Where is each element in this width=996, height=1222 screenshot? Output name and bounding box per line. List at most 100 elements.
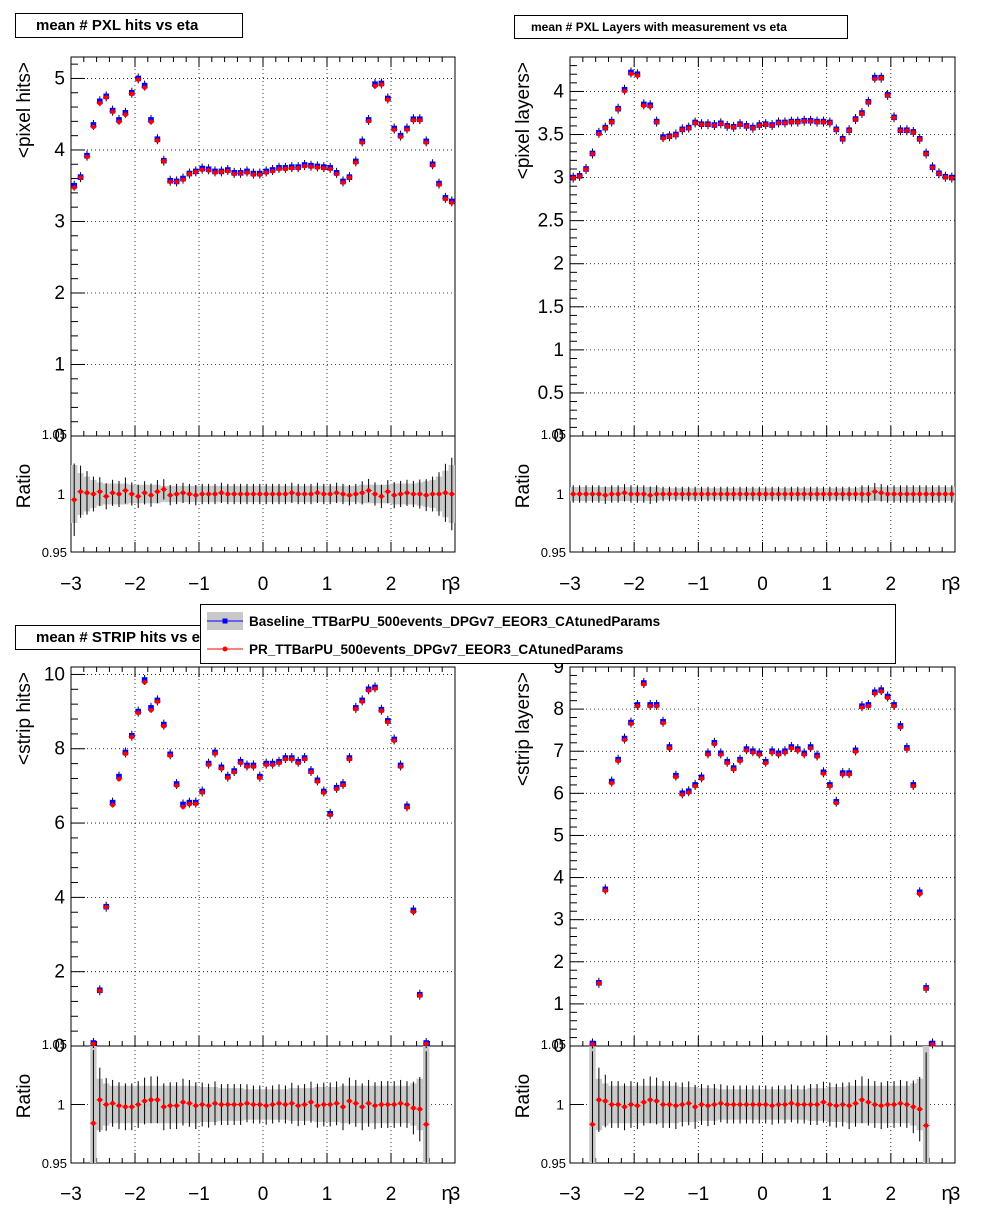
plot3-ratio-point bbox=[244, 1101, 250, 1106]
plot4-pr-point bbox=[898, 724, 903, 730]
plot4-main-frame bbox=[569, 666, 956, 1047]
plot4-ratio-point bbox=[596, 1097, 602, 1103]
plot2-pr-point bbox=[808, 118, 813, 124]
plot3-xtick-label: 0 bbox=[258, 1184, 269, 1205]
plot2-ratio-point bbox=[891, 491, 897, 497]
plot2-xtick-label: 1 bbox=[821, 574, 832, 595]
plot2-pr-point bbox=[789, 119, 794, 125]
plot4-xtick-label: 0 bbox=[757, 1184, 768, 1205]
plot2-pr-point bbox=[724, 124, 730, 129]
plot2-pr-point bbox=[718, 121, 724, 127]
plot2-ratio-point bbox=[679, 491, 685, 497]
plot4-pr-point bbox=[891, 703, 897, 709]
plot3-ratio-point bbox=[199, 1102, 205, 1107]
title-pxl-hits: mean # PXL hits vs eta bbox=[15, 13, 243, 38]
plot4-pr-point bbox=[647, 703, 653, 709]
plot2-ratio-point bbox=[866, 491, 871, 497]
plot2-pr-point bbox=[763, 122, 769, 127]
plot2-ratio-point bbox=[570, 491, 576, 497]
plot1-pr-point bbox=[398, 134, 403, 140]
plot4-ratio-point bbox=[827, 1102, 833, 1107]
plot1-ratio-point bbox=[366, 488, 371, 493]
plot2-ytick-label: 0.5 bbox=[538, 383, 564, 404]
plot3-ratio-point bbox=[411, 1105, 416, 1111]
plot2-ratio-point bbox=[602, 492, 608, 498]
plot1-pr-point bbox=[110, 109, 115, 115]
plot4-ratio-point bbox=[808, 1102, 813, 1107]
plot3-pr-point bbox=[385, 719, 391, 725]
plot4-ratio-point bbox=[769, 1103, 775, 1108]
plot3-xlabel: η bbox=[441, 1183, 452, 1205]
plot1-ratio-point bbox=[283, 491, 288, 497]
plot3-ytick-label: 2 bbox=[54, 962, 65, 983]
plot2-pr-point bbox=[910, 130, 916, 135]
plot1-pr-point bbox=[379, 82, 384, 87]
plot2-pr-point bbox=[833, 127, 839, 133]
plot2-ratio-point bbox=[583, 491, 589, 497]
plot4-ratio-point bbox=[833, 1103, 839, 1108]
plot1-pr-point bbox=[174, 179, 179, 185]
plot1-ratio-point bbox=[84, 490, 90, 496]
plot1-ylabel: <pixel hits> bbox=[14, 62, 35, 158]
plot3-pr-point bbox=[97, 988, 103, 994]
plot1-pr-point bbox=[366, 118, 371, 124]
plot2-pr-point bbox=[654, 119, 659, 125]
plot3-pr-point bbox=[423, 1041, 429, 1047]
plot1-ytick-label: 4 bbox=[54, 140, 65, 161]
plot4-ratio-point bbox=[846, 1103, 852, 1108]
plot4-pr-point bbox=[679, 792, 685, 797]
plot1-pr-point bbox=[129, 91, 135, 97]
plot3-ratio-point bbox=[110, 1101, 115, 1106]
plot4-pr-point bbox=[692, 783, 698, 789]
plot1-ratio-point bbox=[97, 489, 103, 494]
plot2-ratio-point bbox=[917, 491, 923, 497]
plot4-ytick-label: 9 bbox=[553, 657, 564, 678]
plot3-ytick-label: 8 bbox=[54, 739, 65, 760]
plot4-ratio-point bbox=[795, 1102, 801, 1107]
plot1-pr-point bbox=[167, 179, 173, 185]
plot3-ratio-point bbox=[180, 1099, 186, 1105]
plot2-ratio-point bbox=[667, 491, 672, 497]
plot2-pr-point bbox=[609, 119, 615, 125]
plot3-pr-point bbox=[270, 762, 275, 768]
plot3-pr-point bbox=[340, 782, 346, 788]
plot3-pr-point bbox=[123, 751, 128, 757]
plot2-ratio-point bbox=[782, 491, 788, 497]
plot2-pr-point bbox=[936, 171, 942, 177]
plot1-ratio-point bbox=[398, 491, 403, 497]
plot1-pr-point bbox=[436, 182, 442, 188]
plot1-ratio-point bbox=[436, 491, 442, 497]
plot3-pr-point bbox=[142, 680, 147, 685]
plot4-ratio-point bbox=[898, 1101, 903, 1106]
plot3-ratio-point bbox=[257, 1102, 263, 1107]
plot4-pr-point bbox=[782, 750, 788, 755]
plot4-pr-point bbox=[885, 695, 890, 701]
plot3-ratio-point bbox=[187, 1101, 192, 1106]
plot4-xtick-label: 3 bbox=[950, 1184, 961, 1205]
plot4-ytick-label: 6 bbox=[553, 783, 564, 804]
plot4-pr-point bbox=[763, 760, 769, 766]
plot2-pr-point bbox=[570, 175, 576, 181]
plot1-ratio-point bbox=[302, 491, 307, 497]
plot3-ratio-point bbox=[295, 1103, 301, 1108]
plot2-pr-point bbox=[827, 120, 833, 126]
plot2-xtick-label: −3 bbox=[559, 574, 581, 595]
plot2-pr-point bbox=[782, 120, 788, 126]
plot3-ratio-point bbox=[238, 1102, 243, 1107]
plot4-ratio-point bbox=[641, 1099, 647, 1105]
plot2-ratio-point bbox=[776, 491, 781, 497]
plot2-ratio-point bbox=[609, 491, 615, 497]
plot1-pr-point bbox=[180, 177, 186, 183]
plot4-group: 0 1 2 3 4 5 6 7 8 9 −3 −2 −1 0 1 2 3 0.95 1 1.05 <strip laye… bbox=[513, 657, 960, 1205]
plot1-pr-point bbox=[161, 158, 167, 164]
plot3-pr-point bbox=[193, 801, 199, 807]
plot1-group: 0 1 2 3 4 5 −3 −2 −1 0 1 2 3 0.95 1 1.05 <pixel hits> Rat… bbox=[14, 56, 460, 595]
legend-entry-baseline: Baseline_TTBarPU_500events_DPGv7_EEOR3_C… bbox=[201, 608, 895, 636]
plot4-ratio-point bbox=[853, 1101, 858, 1106]
plot4-ratio-point bbox=[731, 1102, 736, 1107]
plot3-ratio-point bbox=[359, 1104, 365, 1110]
plot2-pr-point bbox=[840, 137, 846, 142]
plot1-pr-point bbox=[71, 185, 77, 190]
plot3-ytick-label: 6 bbox=[54, 813, 65, 834]
plot3-pr-point bbox=[417, 993, 423, 998]
